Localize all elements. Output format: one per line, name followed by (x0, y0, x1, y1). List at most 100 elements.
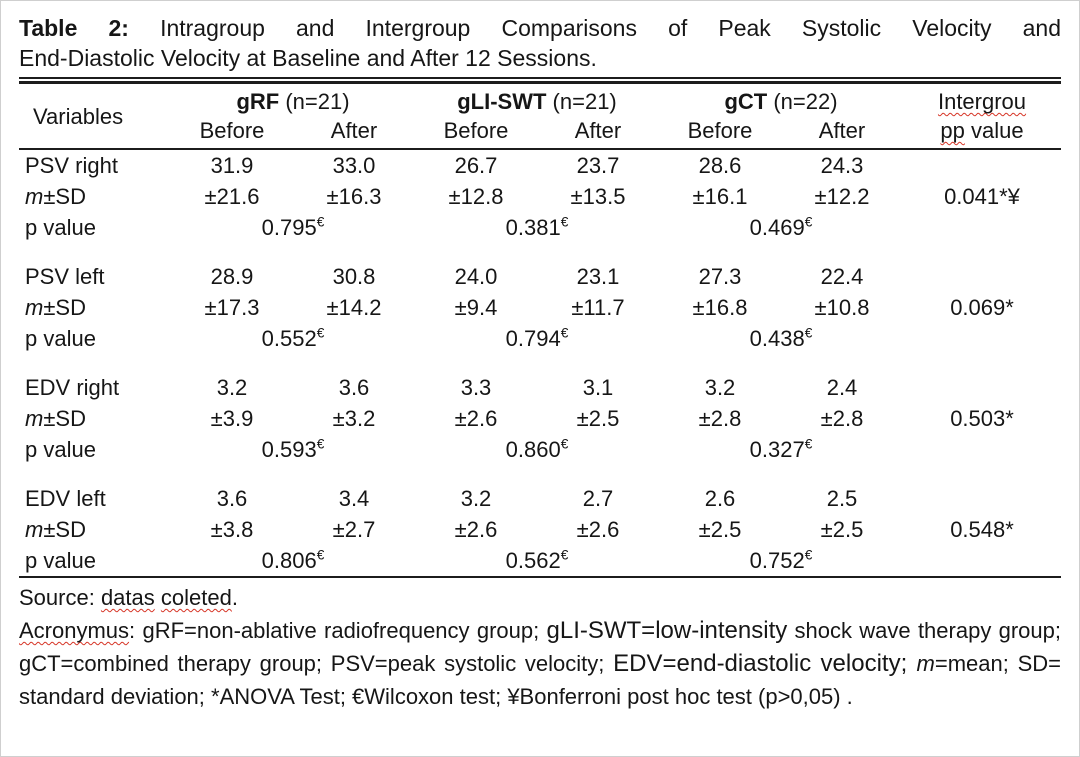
empty-cell (903, 212, 1061, 243)
table-body: PSV right 31.9 33.0 26.7 23.7 28.6 24.3 … (19, 149, 1061, 577)
pvalue-superscript: € (804, 325, 813, 341)
group-n: (n=22) (773, 89, 838, 114)
pvalue-cell: 0.806€ (171, 545, 415, 577)
msd-label: m±SD (19, 292, 171, 323)
variable-label: PSV left (25, 264, 105, 289)
column-header-variables: Variables (33, 103, 124, 129)
source-note: Source: datas coleted. (19, 581, 1061, 614)
acronyms-note: Acronymus: gRF=non-ablative radiofrequen… (19, 614, 1061, 713)
pvalue: 0.327 (749, 437, 805, 462)
value-cell: 23.1 (576, 264, 620, 289)
mean-symbol: m (25, 295, 44, 320)
intergroup-word1: Intergrou (937, 89, 1027, 114)
intergroup-p-value: 0.548* (950, 517, 1014, 542)
table-title-line1: Table 2: Intragroup and Intergroup Compa… (19, 13, 1061, 43)
table-row-pvalue: p value 0.795€ 0.381€ 0.469€ (19, 212, 1061, 243)
empty-cell (903, 149, 1061, 181)
value-cell: ±2.8 (820, 406, 864, 431)
source-word-coleted: coleted (160, 585, 232, 610)
pvalue: 0.562 (505, 548, 561, 573)
value-cell: 30.8 (332, 264, 376, 289)
table-header: Variables gRF (n=21) gLI-SWT (n=21) gCT … (19, 83, 1061, 150)
pvalue-label: p value (25, 437, 96, 462)
intergroup-word2: pp (940, 118, 965, 143)
acronyms-text: gRF=non-ablative radiofrequency group; (142, 618, 547, 643)
value-cell: 2.5 (826, 486, 858, 511)
value-cell: ±12.8 (448, 184, 504, 209)
pvalue-cell: 0.860€ (415, 434, 659, 465)
pvalue: 0.806 (261, 548, 317, 573)
header-row-subcolumns: Before After Before After Before After (19, 116, 1061, 149)
column-header-before: Before (199, 118, 265, 143)
acronyms-text: =mean; SD= standard deviation; *ANOVA Te… (19, 651, 1062, 709)
source-word-datas: datas (100, 585, 155, 610)
pvalue-superscript: € (560, 214, 569, 230)
pvalue-superscript: € (560, 547, 569, 563)
value-cell: ±17.3 (204, 295, 260, 320)
value-cell: ±11.7 (571, 295, 625, 320)
value-cell: ±16.3 (326, 184, 382, 209)
pvalue: 0.752 (749, 548, 805, 573)
value-cell: 2.4 (826, 375, 858, 400)
value-cell: 2.6 (704, 486, 736, 511)
table-row-pvalue: p value 0.552€ 0.794€ 0.438€ (19, 323, 1061, 354)
empty-cell (903, 434, 1061, 465)
pvalue: 0.860 (505, 437, 561, 462)
value-cell: ±13.5 (570, 184, 626, 209)
group-name: gLI-SWT (457, 89, 547, 114)
empty-cell (903, 483, 1061, 514)
value-cell: 24.0 (454, 264, 498, 289)
msd-label: m±SD (19, 181, 171, 212)
value-cell: ±3.8 (210, 517, 254, 542)
column-header-intergroup-p: Intergrou pp value (903, 83, 1061, 150)
pvalue-cell: 0.552€ (171, 323, 415, 354)
source-prefix: Source: (19, 585, 101, 610)
value-cell: ±14.2 (326, 295, 382, 320)
group-header-grf: gRF (n=21) (171, 83, 415, 117)
acronyms-text: shock wave therapy group; gCT=combined t… (19, 618, 1061, 676)
pvalue: 0.593 (261, 437, 317, 462)
pvalue-superscript: € (804, 436, 813, 452)
comparison-table: Variables gRF (n=21) gLI-SWT (n=21) gCT … (19, 81, 1061, 578)
value-cell: 28.9 (210, 264, 254, 289)
table-title: Table 2: Intragroup and Intergroup Compa… (19, 13, 1061, 79)
table-title-line2: End-Diastolic Velocity at Baseline and A… (19, 45, 597, 71)
table-row-sd: m±SD ±3.8 ±2.7 ±2.6 ±2.6 ±2.5 ±2.5 0.548… (19, 514, 1061, 545)
column-header-after: After (330, 118, 378, 143)
empty-cell (903, 323, 1061, 354)
msd-label: m±SD (19, 514, 171, 545)
column-header-after: After (818, 118, 866, 143)
intergroup-p-value: 0.069* (950, 295, 1014, 320)
table-row-mean: EDV right 3.2 3.6 3.3 3.1 3.2 2.4 (19, 372, 1061, 403)
pvalue-superscript: € (316, 325, 325, 341)
value-cell: ±2.6 (454, 406, 498, 431)
source-suffix: . (231, 585, 238, 610)
pvalue-cell: 0.469€ (659, 212, 903, 243)
pvalue-cell: 0.562€ (415, 545, 659, 577)
group-name: gCT (724, 89, 768, 114)
table-row-sd: m±SD ±17.3 ±14.2 ±9.4 ±11.7 ±16.8 ±10.8 … (19, 292, 1061, 323)
pvalue-superscript: € (316, 214, 325, 230)
value-cell: 24.3 (820, 153, 864, 178)
pvalue: 0.795 (261, 215, 317, 240)
value-cell: 28.6 (698, 153, 742, 178)
value-cell: 31.9 (210, 153, 254, 178)
value-cell: ±2.7 (332, 517, 376, 542)
pvalue: 0.438 (749, 326, 805, 351)
group-n: (n=21) (552, 89, 617, 114)
pvalue: 0.794 (505, 326, 561, 351)
acronyms-text: gLI-SWT=low-intensity (546, 617, 788, 644)
pvalue: 0.381 (505, 215, 561, 240)
group-n: (n=21) (285, 89, 350, 114)
pvalue-label: p value (25, 548, 96, 573)
value-cell: ±2.6 (454, 517, 498, 542)
group-name: gRF (236, 89, 280, 114)
value-cell: ±21.6 (204, 184, 260, 209)
value-cell: 3.2 (704, 375, 736, 400)
value-cell: 3.2 (460, 486, 492, 511)
empty-cell (903, 545, 1061, 577)
group-header-gct: gCT (n=22) (659, 83, 903, 117)
group-header-gli-swt: gLI-SWT (n=21) (415, 83, 659, 117)
pvalue: 0.552 (261, 326, 317, 351)
mean-symbol: m (916, 651, 935, 676)
